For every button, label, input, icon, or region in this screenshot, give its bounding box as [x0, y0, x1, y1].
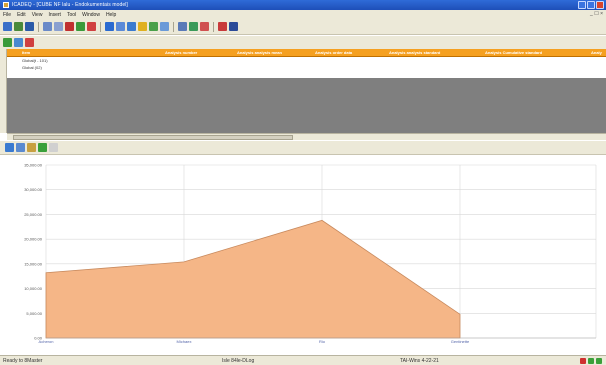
area-series [45, 219, 461, 339]
find-icon[interactable] [160, 22, 169, 31]
menu-file[interactable]: File [3, 11, 12, 18]
menu-help[interactable]: Help [105, 11, 117, 18]
menu-insert[interactable]: Insert [48, 11, 61, 18]
arrow-icon[interactable] [229, 22, 238, 31]
menu-window[interactable]: Window [82, 11, 100, 18]
column-header[interactable]: Analysis analysis mean [237, 50, 282, 55]
y-tick-label: 35,000.00 [24, 163, 43, 168]
column-header[interactable]: Analysis analysis standard [389, 50, 441, 55]
column-header[interactable]: Analysis Cumulative standard [485, 50, 543, 55]
column-header[interactable]: Item [22, 50, 31, 55]
redo-icon[interactable] [116, 22, 125, 31]
window-controls [578, 1, 604, 9]
table-row[interactable]: Global (02) [7, 64, 606, 78]
undo-icon[interactable] [105, 22, 114, 31]
cut-icon[interactable] [65, 22, 74, 31]
status-indicator-icon [588, 358, 594, 364]
row-label: Global(t - 101) [22, 58, 48, 63]
grid-empty-area [7, 78, 606, 133]
print-icon[interactable] [43, 22, 52, 31]
chart-toolbar [0, 141, 606, 155]
x-tick-label: Michaex [177, 339, 192, 344]
menu-view[interactable]: View [31, 11, 43, 18]
y-tick-label: 10,000.00 [24, 286, 43, 291]
mdi-controls[interactable]: _ ☐ × [590, 11, 603, 17]
column-header[interactable]: Analy [591, 50, 602, 55]
menu-edit[interactable]: Edit [17, 11, 26, 18]
toolbar-separator [100, 21, 101, 32]
delete-icon[interactable] [25, 38, 34, 47]
paste-icon[interactable] [87, 22, 96, 31]
table-row[interactable]: Global(t - 101) [7, 57, 606, 64]
window-title: ICADEQ - [CUBE NF lalu - Endokumentais m… [12, 2, 128, 8]
refresh-icon[interactable] [127, 22, 136, 31]
x-tick-label: Rio [319, 339, 326, 344]
x-tick-label: Gentinette [451, 339, 470, 344]
close-button[interactable] [596, 1, 604, 9]
chart-area: 35,000.00 30,000.00 25,000.00 20,000.00 15,0… [0, 155, 606, 354]
preview-icon[interactable] [54, 22, 63, 31]
y-tick-label: 30,000.00 [24, 187, 43, 192]
status-left: Ready to 8Master [3, 358, 43, 364]
toolbar-separator [173, 21, 174, 32]
save-icon[interactable] [25, 22, 34, 31]
main-toolbar [0, 19, 606, 35]
y-tick-label: 5,000.00 [26, 311, 42, 316]
chart-type-icon[interactable] [5, 143, 14, 152]
minimize-button[interactable] [578, 1, 586, 9]
row-label: Global (02) [22, 65, 42, 70]
title-bar: ICADEQ - [CUBE NF lalu - Endokumentais m… [0, 0, 606, 10]
export-icon[interactable] [200, 22, 209, 31]
chart-icon[interactable] [189, 22, 198, 31]
area-chart: 35,000.00 30,000.00 25,000.00 20,000.00 15,0… [24, 163, 597, 344]
menu-bar: File Edit View Insert Tool Window Help _… [0, 10, 606, 19]
column-header[interactable]: Analysis order data [315, 50, 353, 55]
scrollbar-thumb[interactable] [13, 135, 293, 140]
status-indicators [580, 358, 602, 364]
horizontal-scrollbar[interactable] [7, 133, 606, 140]
expand-icon[interactable] [3, 38, 12, 47]
chart-zoom-icon[interactable] [16, 143, 25, 152]
report-icon[interactable] [218, 22, 227, 31]
status-indicator-icon [580, 358, 586, 364]
status-middle: Isle 84le-DLog [222, 358, 255, 364]
new-icon[interactable] [3, 22, 12, 31]
chart-options-icon[interactable] [49, 143, 58, 152]
chart-print-icon[interactable] [27, 143, 36, 152]
sort-icon[interactable] [149, 22, 158, 31]
maximize-button[interactable] [587, 1, 595, 9]
table-icon[interactable] [178, 22, 187, 31]
status-indicator-icon [596, 358, 602, 364]
menu-tool[interactable]: Tool [66, 11, 77, 18]
column-header[interactable]: Analysis number [165, 50, 198, 55]
grid-header: Item Analysis number Analysis analysis m… [7, 49, 606, 57]
collapse-icon[interactable] [14, 38, 23, 47]
grid-row-headers [0, 49, 7, 133]
y-tick-label: 0.00 [34, 336, 43, 341]
y-tick-label: 20,000.00 [24, 237, 43, 242]
x-tick-label: Acheron [39, 339, 54, 344]
copy-icon[interactable] [76, 22, 85, 31]
status-bar: Ready to 8Master Isle 84le-DLog TAI-Wins… [0, 355, 606, 365]
y-tick-label: 15,000.00 [24, 261, 43, 266]
chart-export-icon[interactable] [38, 143, 47, 152]
grid-toolbar [0, 36, 606, 49]
status-right: TAI-Wins 4-22-21 [400, 358, 439, 364]
filter-icon[interactable] [138, 22, 147, 31]
toolbar-separator [213, 21, 214, 32]
y-tick-label: 25,000.00 [24, 212, 43, 217]
toolbar-separator [38, 21, 39, 32]
app-icon [3, 2, 9, 8]
open-icon[interactable] [14, 22, 23, 31]
